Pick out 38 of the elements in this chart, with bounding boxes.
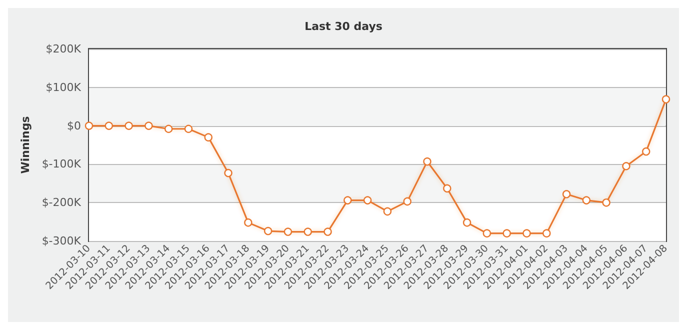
chart-title: Last 30 days — [304, 20, 383, 33]
point — [344, 196, 352, 204]
point — [224, 168, 232, 178]
y-tick-label: $200K — [46, 42, 82, 56]
y-axis-title: Winnings — [18, 116, 32, 174]
point — [284, 228, 292, 236]
point — [184, 124, 193, 133]
point — [363, 196, 372, 204]
y-tick-label: $-200K — [42, 196, 82, 210]
point — [502, 229, 511, 238]
point — [104, 122, 113, 130]
point — [622, 162, 630, 170]
point — [204, 133, 212, 142]
point — [582, 196, 591, 204]
point — [244, 218, 252, 227]
point — [84, 122, 94, 130]
point — [164, 124, 173, 133]
point — [304, 228, 312, 236]
point — [562, 190, 571, 198]
point — [423, 157, 432, 166]
point — [124, 122, 133, 130]
point — [383, 207, 392, 216]
point — [324, 228, 332, 236]
y-tick-label: $-300K — [42, 234, 82, 248]
point — [662, 95, 670, 104]
y-tick-label: $100K — [46, 80, 82, 94]
point — [482, 229, 492, 238]
point — [542, 229, 551, 238]
point — [443, 184, 452, 192]
point — [403, 197, 412, 206]
point — [462, 218, 472, 227]
y-tick-label: $0 — [67, 119, 81, 132]
point — [642, 147, 650, 156]
point — [144, 122, 153, 130]
y-tick-label: $-100K — [42, 158, 82, 171]
point — [264, 226, 272, 236]
point — [602, 198, 610, 207]
point — [522, 229, 531, 238]
